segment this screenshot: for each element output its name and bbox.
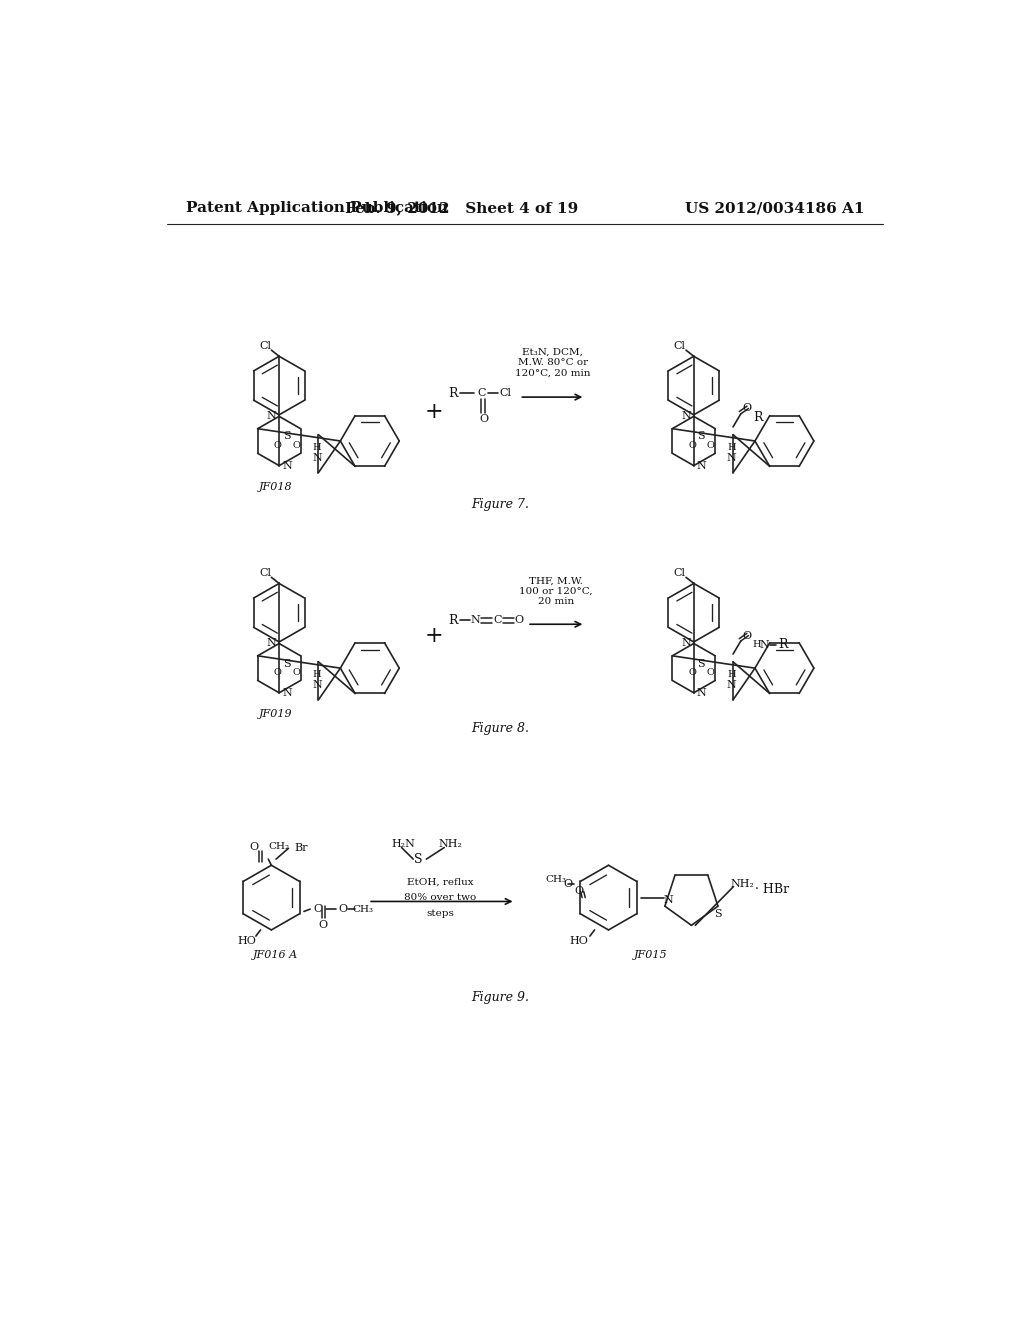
Text: O: O (707, 668, 715, 677)
Text: R: R (449, 387, 459, 400)
Text: N: N (282, 688, 292, 698)
Text: Feb. 9, 2012   Sheet 4 of 19: Feb. 9, 2012 Sheet 4 of 19 (345, 202, 578, 215)
Text: N: N (266, 412, 276, 421)
Text: Patent Application Publication: Patent Application Publication (186, 202, 449, 215)
Text: CH₂: CH₂ (268, 842, 290, 851)
Text: Figure 9.: Figure 9. (471, 991, 529, 1005)
Text: N: N (696, 461, 707, 471)
Text: NH₂: NH₂ (731, 879, 755, 888)
Text: Et₃N, DCM,
M.W. 80°C or
120°C, 20 min: Et₃N, DCM, M.W. 80°C or 120°C, 20 min (515, 347, 591, 378)
Text: H: H (727, 671, 736, 680)
Text: Br: Br (294, 843, 307, 853)
Text: C: C (494, 615, 502, 626)
Text: +: + (425, 624, 443, 647)
Text: N: N (727, 680, 736, 690)
Text: N: N (470, 615, 480, 626)
Text: JF016 A: JF016 A (253, 949, 298, 960)
Text: THF, M.W.
100 or 120°C,
20 min: THF, M.W. 100 or 120°C, 20 min (519, 577, 593, 606)
Text: HO: HO (569, 936, 589, 945)
Text: N: N (312, 680, 322, 690)
Text: Cl: Cl (259, 341, 271, 351)
Text: O: O (688, 668, 696, 677)
Text: H: H (312, 444, 322, 451)
Text: O: O (292, 441, 300, 450)
Text: O: O (273, 668, 282, 677)
Text: S: S (714, 909, 722, 919)
Text: H₂N: H₂N (391, 838, 416, 849)
Text: O: O (574, 887, 584, 896)
Text: JF019: JF019 (258, 709, 292, 719)
Text: N: N (759, 640, 769, 649)
Text: H: H (312, 671, 322, 680)
Text: O: O (250, 842, 259, 851)
Text: EtOH, reflux: EtOH, reflux (407, 878, 474, 887)
Text: O: O (563, 879, 572, 888)
Text: S: S (283, 659, 291, 668)
Text: S: S (415, 853, 423, 866)
Text: CH₃: CH₃ (352, 904, 374, 913)
Text: S: S (697, 659, 706, 668)
Text: O: O (318, 920, 328, 929)
Text: H: H (727, 444, 736, 451)
Text: N: N (664, 895, 674, 906)
Text: US 2012/0034186 A1: US 2012/0034186 A1 (685, 202, 864, 215)
Text: 80% over two: 80% over two (404, 894, 476, 902)
Text: O: O (273, 441, 282, 450)
Text: Cl: Cl (259, 568, 271, 578)
Text: N: N (266, 639, 276, 648)
Text: R: R (778, 639, 788, 651)
Text: C: C (313, 904, 323, 915)
Text: S: S (697, 432, 706, 441)
Text: O: O (688, 441, 696, 450)
Text: N: N (312, 453, 322, 463)
Text: H: H (752, 640, 761, 649)
Text: O: O (515, 615, 524, 626)
Text: HO: HO (238, 936, 256, 945)
Text: O: O (742, 404, 752, 413)
Text: O: O (742, 631, 752, 640)
Text: O: O (338, 904, 347, 915)
Text: N: N (681, 412, 691, 421)
Text: N: N (681, 639, 691, 648)
Text: N: N (696, 688, 707, 698)
Text: N: N (282, 461, 292, 471)
Text: S: S (283, 432, 291, 441)
Text: O: O (707, 441, 715, 450)
Text: C: C (477, 388, 485, 399)
Text: Cl: Cl (500, 388, 511, 399)
Text: O: O (292, 668, 300, 677)
Text: Cl: Cl (674, 568, 686, 578)
Text: O: O (479, 413, 488, 424)
Text: · HBr: · HBr (755, 883, 790, 896)
Text: N: N (727, 453, 736, 463)
Text: Cl: Cl (674, 341, 686, 351)
Text: R: R (753, 412, 763, 424)
Text: +: + (425, 401, 443, 424)
Text: JF015: JF015 (634, 949, 668, 960)
Text: R: R (449, 614, 459, 627)
Text: JF018: JF018 (258, 482, 292, 492)
Text: steps: steps (426, 908, 455, 917)
Text: Figure 7.: Figure 7. (471, 499, 529, 511)
Text: CH₃: CH₃ (546, 875, 566, 883)
Text: NH₂: NH₂ (438, 838, 462, 849)
Text: Figure 8.: Figure 8. (471, 722, 529, 735)
